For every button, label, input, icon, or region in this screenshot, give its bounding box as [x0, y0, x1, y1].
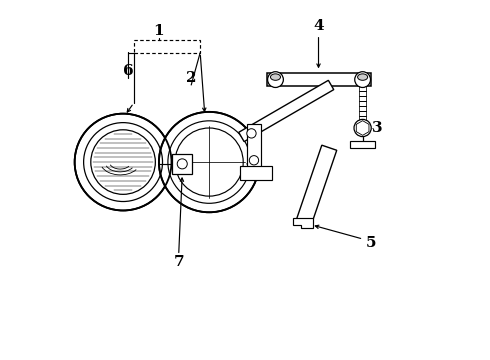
Polygon shape	[350, 140, 375, 148]
Circle shape	[247, 129, 256, 138]
Polygon shape	[247, 125, 261, 176]
Circle shape	[159, 112, 259, 212]
Text: 1: 1	[154, 24, 164, 38]
Circle shape	[354, 120, 371, 136]
Text: 5: 5	[365, 236, 376, 250]
Ellipse shape	[270, 74, 280, 80]
Circle shape	[177, 159, 187, 169]
Polygon shape	[267, 73, 370, 86]
Polygon shape	[297, 145, 337, 224]
Text: 3: 3	[372, 121, 383, 135]
Polygon shape	[172, 154, 192, 174]
Text: 7: 7	[173, 256, 184, 270]
Circle shape	[355, 72, 370, 87]
Ellipse shape	[358, 74, 368, 80]
Polygon shape	[240, 166, 272, 180]
Circle shape	[74, 114, 172, 211]
Polygon shape	[294, 218, 313, 228]
Text: 6: 6	[123, 64, 134, 78]
Text: 4: 4	[313, 19, 324, 33]
Polygon shape	[239, 80, 334, 141]
Text: 2: 2	[186, 71, 196, 85]
Circle shape	[268, 72, 283, 87]
Circle shape	[249, 156, 259, 165]
